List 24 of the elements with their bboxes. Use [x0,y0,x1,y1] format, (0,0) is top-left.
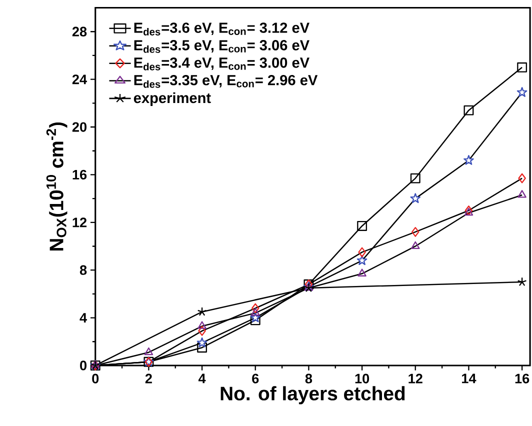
y-tick-label: 16 [72,170,87,180]
x-tick-label: 10 [355,374,370,384]
legend-label: E$_{des}$=3.5 eV, E$_{con}$= 3.06 eV [134,40,310,53]
y-tick-label: 20 [72,122,86,132]
x-tick-label: 12 [408,374,422,384]
legend-label: E$_{des}$=3.6 eV, E$_{con}$= 3.12 eV [134,22,310,36]
legend-label: E$_{des}$=3.4 eV, E$_{con}$= 3.00 eV [134,58,310,70]
x-tick-label: 14 [462,374,476,384]
y-tick-label: 4 [80,313,87,323]
x-tick-label: 0 [92,374,99,384]
legend-label: experiment [134,92,211,106]
x-tick-label: 4 [198,374,206,384]
x-tick-label: 16 [515,374,530,384]
y-tick-label: 0 [80,360,87,370]
y-tick-label: 28 [72,26,87,36]
y-axis-title: N$_{OX}$(10$^{10}$ cm$^{-2}$) [46,122,68,251]
y-tick-label: 12 [72,218,87,228]
x-tick-label: 8 [305,374,312,384]
x-axis-title: No. of layers etched [220,386,405,404]
y-tick-label: 24 [72,74,87,84]
x-tick-label: 6 [252,374,259,384]
legend-label: E$_{des}$=3.35 eV, E$_{con}$= 2.96 eV [134,75,318,88]
x-tick-label: 2 [145,374,152,384]
y-tick-label: 8 [80,265,87,275]
